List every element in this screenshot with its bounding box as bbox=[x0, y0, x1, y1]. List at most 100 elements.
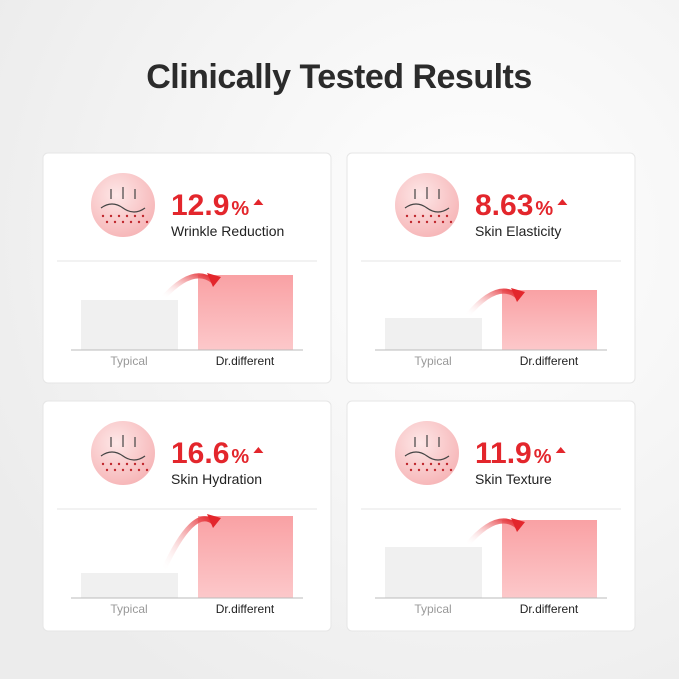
icon-dot bbox=[413, 462, 417, 466]
icon-dot bbox=[417, 468, 421, 472]
icon-dot bbox=[133, 214, 137, 218]
typical-bar bbox=[385, 318, 482, 350]
result-value: 12.9 bbox=[171, 189, 229, 222]
result-card: 8.63 %Skin Elasticity Typical Dr.different bbox=[346, 152, 636, 384]
category-label: Dr.different bbox=[216, 602, 275, 616]
icon-symbol bbox=[110, 435, 136, 447]
growth-arrow bbox=[465, 288, 519, 318]
result-unit: % bbox=[534, 446, 552, 468]
typical-bar bbox=[385, 547, 482, 598]
icon-dot bbox=[409, 220, 413, 224]
icon bbox=[89, 419, 157, 487]
category-label: Dr.different bbox=[520, 354, 579, 368]
icon-circle bbox=[89, 171, 157, 239]
icon-dot bbox=[425, 468, 429, 472]
category-label: Typical bbox=[414, 602, 451, 616]
icon-dot bbox=[421, 462, 425, 466]
icon-dot bbox=[413, 214, 417, 218]
dr-bar bbox=[198, 516, 293, 598]
dr-bar bbox=[502, 520, 597, 598]
result-value-group: 11.9% bbox=[475, 437, 552, 470]
icon-dot bbox=[113, 220, 117, 224]
icon-dot bbox=[137, 220, 141, 224]
icon-dot bbox=[405, 214, 409, 218]
result-value: 11.9 bbox=[475, 437, 532, 470]
icon-circle bbox=[393, 419, 461, 487]
icon-dot bbox=[449, 468, 453, 472]
up-triangle bbox=[253, 199, 264, 205]
icon-dot bbox=[101, 214, 105, 218]
icon-dot bbox=[121, 468, 125, 472]
icon-dot bbox=[121, 220, 125, 224]
icon-dot bbox=[145, 468, 149, 472]
icon-dot bbox=[441, 468, 445, 472]
result-unit: % bbox=[231, 198, 249, 220]
result-value-group: 12.9% bbox=[171, 189, 249, 222]
icon-circle bbox=[393, 171, 461, 239]
category-label: Typical bbox=[110, 602, 147, 616]
result-label: Skin Hydration bbox=[171, 471, 262, 487]
icon-dot bbox=[429, 214, 433, 218]
icon-dot bbox=[421, 214, 425, 218]
up-triangle bbox=[253, 447, 264, 453]
arrow-head bbox=[207, 514, 221, 528]
icon-wave bbox=[404, 203, 450, 213]
icon bbox=[89, 171, 157, 239]
icon-symbol bbox=[414, 187, 440, 199]
result-label: Skin Texture bbox=[475, 471, 552, 487]
icon-wave bbox=[100, 451, 146, 461]
category-label: Dr.different bbox=[520, 602, 579, 616]
result-unit: % bbox=[535, 198, 553, 220]
icon-dot bbox=[425, 220, 429, 224]
icon-dot bbox=[129, 220, 133, 224]
icon-dot bbox=[445, 214, 449, 218]
icon-dot bbox=[405, 462, 409, 466]
icon-dot bbox=[117, 462, 121, 466]
icon-symbol bbox=[414, 435, 440, 447]
icon-dot bbox=[137, 468, 141, 472]
category-label: Typical bbox=[110, 354, 147, 368]
icon-dot bbox=[101, 462, 105, 466]
icon-dot bbox=[125, 462, 129, 466]
icon-dot bbox=[109, 462, 113, 466]
result-label: Skin Elasticity bbox=[475, 223, 561, 239]
result-value: 16.6 bbox=[171, 437, 229, 470]
growth-arrow bbox=[160, 516, 215, 573]
icon-dot bbox=[437, 462, 441, 466]
result-label: Wrinkle Reduction bbox=[171, 223, 284, 239]
result-unit: % bbox=[231, 446, 249, 468]
icon-dot bbox=[109, 214, 113, 218]
growth-arrow bbox=[161, 273, 215, 300]
icon-dot bbox=[433, 220, 437, 224]
up-triangle bbox=[555, 447, 566, 453]
icon bbox=[393, 171, 461, 239]
result-value-group: 16.6% bbox=[171, 437, 249, 470]
up-triangle bbox=[557, 199, 568, 205]
icon bbox=[393, 419, 461, 487]
icon-dot bbox=[417, 220, 421, 224]
icon-dot bbox=[117, 214, 121, 218]
result-value-group: 8.63% bbox=[475, 189, 553, 222]
category-label: Typical bbox=[414, 354, 451, 368]
icon-dot bbox=[145, 220, 149, 224]
icon-dot bbox=[105, 468, 109, 472]
typical-bar bbox=[81, 573, 178, 598]
typical-bar bbox=[81, 300, 178, 350]
icon-dot bbox=[429, 462, 433, 466]
icon-dot bbox=[113, 468, 117, 472]
icon-dot bbox=[449, 220, 453, 224]
arrow-head bbox=[511, 518, 525, 532]
icon-dot bbox=[125, 214, 129, 218]
icon-symbol bbox=[110, 187, 136, 199]
icon-dot bbox=[133, 462, 137, 466]
icon-circle bbox=[89, 419, 157, 487]
icon-dot bbox=[141, 462, 145, 466]
dr-bar bbox=[198, 275, 293, 350]
page-title: Clinically Tested Results bbox=[146, 58, 532, 96]
category-label: Dr.different bbox=[216, 354, 275, 368]
